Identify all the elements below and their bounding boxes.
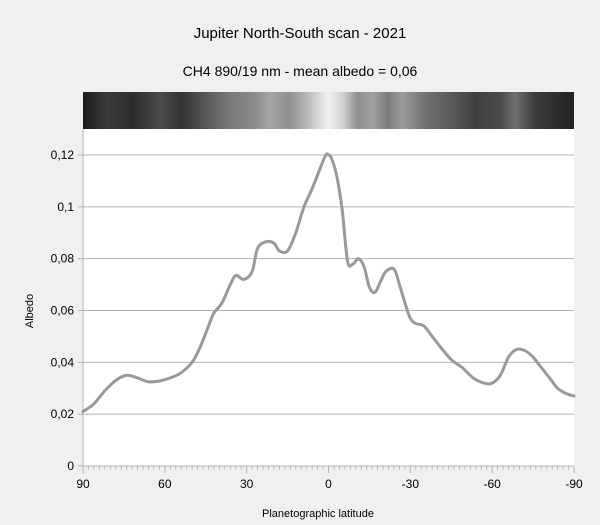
y-tick-label: 0,02 [51,407,75,421]
y-tick-label: 0 [67,459,74,473]
x-tick-label: 60 [158,477,172,491]
x-tick-label: 0 [325,477,332,491]
chart-subtitle: CH4 890/19 nm - mean albedo = 0,06 [182,63,418,79]
x-tick-label: -30 [402,477,420,491]
scan-strip-image [83,92,574,129]
x-tick-label: 30 [240,477,254,491]
x-tick-label: 90 [76,477,90,491]
y-tick-label: 0,04 [51,355,75,369]
y-tick-label: 0,12 [51,148,75,162]
chart-title: Jupiter North-South scan - 2021 [193,25,407,42]
x-tick-label: -90 [565,477,583,491]
y-tick-label: 0,08 [51,252,75,266]
plot-area [83,129,574,466]
y-axis-label: Albedo [24,294,36,328]
x-axis-label: Planetographic latitude [262,508,374,520]
y-tick-label: 0,06 [51,304,75,318]
y-tick-label: 0,1 [57,200,74,214]
x-tick-label: -60 [483,477,501,491]
albedo-series-line [81,152,576,414]
x-minor-ticks [82,466,575,470]
